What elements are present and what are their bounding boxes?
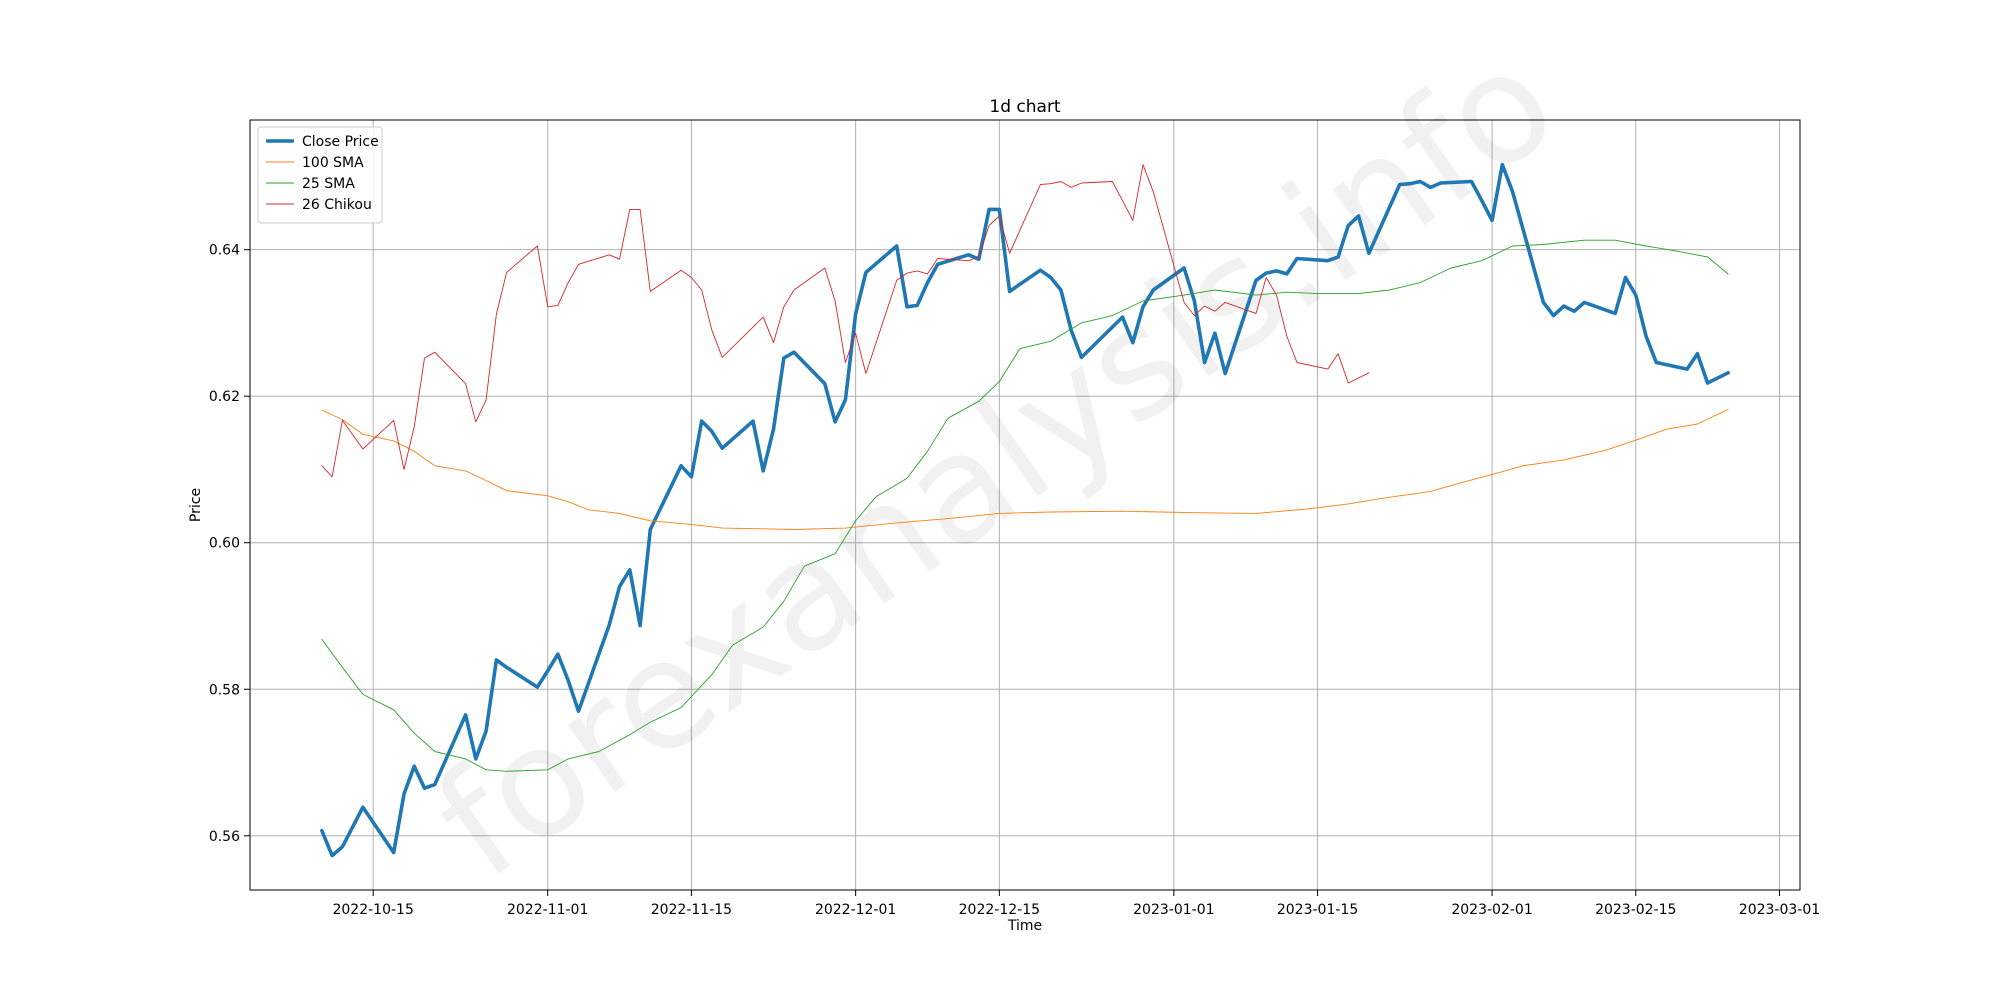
axis-ticks: 2022-10-15 2022-11-01 2022-11-15 2022-12-01… — [209, 243, 1820, 918]
x-tick-label: 2022-11-15 — [651, 902, 732, 918]
y-tick-label: 0.60 — [209, 536, 240, 552]
legend-box — [257, 126, 383, 224]
x-tick-label: 2022-12-01 — [815, 902, 896, 918]
y-axis-title: Price — [188, 488, 204, 522]
x-axis-title: Time — [1007, 918, 1042, 934]
plot-frame — [249, 119, 1801, 891]
legend: Close Price 100 SMA 25 SMA 26 Chikou — [257, 126, 383, 224]
y-tick-label: 0.64 — [209, 243, 240, 259]
series-line-close-price — [320, 162, 1730, 858]
x-tick-label: 2022-12-15 — [959, 902, 1040, 918]
legend-label-26-chikou: 26 Chikou — [302, 197, 372, 213]
legend-label-25-sma: 25 SMA — [302, 176, 355, 192]
chart-title: 1d chart — [989, 97, 1061, 117]
y-tick-label: 0.62 — [209, 389, 240, 405]
x-tick-label: 2022-10-15 — [332, 902, 413, 918]
x-tick-label: 2023-03-01 — [1739, 902, 1820, 918]
x-tick-label: 2023-02-15 — [1595, 902, 1676, 918]
watermark-text: forexanalysis.info — [406, 14, 1585, 912]
series-lines — [320, 162, 1730, 858]
series-line-25-sma — [321, 239, 1729, 772]
y-tick-label: 0.56 — [209, 829, 240, 845]
legend-label-100-sma: 100 SMA — [302, 155, 364, 171]
series-line-100-sma — [321, 408, 1729, 530]
x-tick-label: 2022-11-01 — [507, 902, 588, 918]
series-line-26-chikou — [321, 164, 1370, 478]
x-tick-label: 2023-01-15 — [1277, 902, 1358, 918]
x-tick-label: 2023-01-01 — [1133, 902, 1214, 918]
legend-label-close-price: Close Price — [302, 134, 379, 150]
gridlines — [250, 120, 1800, 890]
y-tick-label: 0.58 — [209, 682, 240, 698]
x-tick-label: 2023-02-01 — [1451, 902, 1532, 918]
